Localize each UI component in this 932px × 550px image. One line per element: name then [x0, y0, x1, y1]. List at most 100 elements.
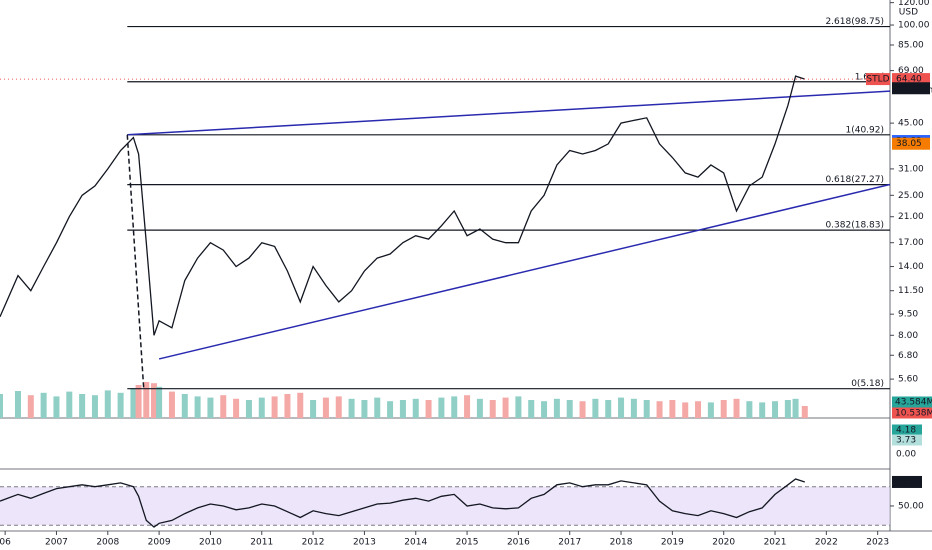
price-badge-label: 59.77 [896, 84, 922, 94]
fib-label: 2.618(98.75) [825, 17, 884, 27]
x-tick-label: 2013 [353, 538, 376, 548]
volume-bar [643, 400, 650, 418]
fib-label: 0(5.18) [851, 379, 884, 389]
volume-bar [476, 398, 483, 418]
y-tick-label: 45.00 [898, 119, 924, 129]
y-tick-label: 21.00 [898, 212, 924, 222]
volume-badge [892, 407, 932, 419]
volume-label: 10.538M [895, 409, 932, 419]
rsi-band [0, 486, 890, 526]
volume-bar [374, 397, 381, 418]
volume-bar [0, 394, 3, 418]
x-tick-label: 2016 [507, 538, 530, 548]
volume-bar [579, 401, 586, 418]
volume-bar [245, 400, 252, 418]
volume-bar [438, 397, 445, 418]
x-tick-label: 2023 [866, 538, 889, 548]
volume-bar [168, 391, 175, 418]
fib-label: 0.382(18.83) [825, 221, 884, 231]
volume-bar [220, 395, 227, 418]
volume-badge [892, 396, 932, 408]
volume-bar [656, 401, 663, 418]
price-badge-label: 38.05 [896, 139, 922, 149]
trend-line [126, 134, 145, 389]
y-tick-label: 6.80 [898, 351, 918, 361]
volume-bar [566, 400, 573, 418]
volume-bar [156, 386, 163, 418]
macd-badge [892, 424, 922, 436]
volume-bar [528, 400, 535, 418]
volume-bar [297, 392, 304, 418]
volume-bar [792, 398, 799, 418]
volume-bar [772, 401, 779, 418]
volume-bar [412, 398, 419, 418]
volume-bar [104, 390, 111, 418]
x-tick-label: 2008 [96, 538, 119, 548]
volume-bar [117, 392, 124, 418]
x-tick-label: 2022 [815, 538, 838, 548]
volume-bar [618, 397, 625, 418]
y-tick-label: 120.00 [898, 0, 930, 8]
macd-label: 0.00 [896, 450, 916, 460]
volume-bar [502, 397, 509, 418]
volume-bar [233, 398, 240, 418]
y-tick-label: 85.00 [898, 40, 924, 50]
volume-bar [489, 400, 496, 418]
currency: USD [899, 8, 918, 18]
volume-bar [695, 401, 702, 418]
y-tick-label: 100.00 [898, 21, 930, 31]
volume-bar [27, 395, 34, 418]
x-tick-label: 2014 [404, 538, 427, 548]
symbol-label: STLD [866, 75, 889, 85]
volume-bar [464, 395, 471, 418]
rsi-badge-label: 74.94 [896, 477, 922, 487]
volume-bar [40, 392, 47, 418]
fib-label: 1(40.92) [845, 125, 884, 135]
x-tick-label: 2018 [610, 538, 633, 548]
x-tick-label: 2019 [661, 538, 684, 548]
volume-bar [66, 391, 73, 418]
volume-bar [79, 394, 86, 418]
x-tick-label: 2010 [199, 538, 222, 548]
volume-bar [348, 398, 355, 418]
volume-bar [91, 395, 98, 418]
volume-bar [181, 394, 188, 418]
volume-bar [387, 401, 394, 418]
volume-bar [399, 400, 406, 418]
volume-bar [143, 382, 150, 418]
y-tick-label: 8.00 [898, 331, 918, 341]
y-tick-label: 31.00 [898, 164, 924, 174]
x-tick-label: 2009 [148, 538, 171, 548]
y-tick-label: 17.00 [898, 238, 924, 248]
x-tick-label: 2015 [456, 538, 479, 548]
y-tick-label: 5.60 [898, 375, 918, 385]
volume-bar [720, 400, 727, 418]
volume-bar [53, 396, 60, 418]
price-badge-label: 64.40 [896, 75, 922, 85]
fib-label: 0.618(27.27) [825, 175, 884, 185]
volume-bar [135, 385, 142, 418]
x-tick-label: 2011 [250, 538, 273, 548]
rsi-line [0, 478, 806, 528]
volume-bar [733, 398, 740, 418]
volume-bar [322, 397, 329, 418]
volume-bar [630, 398, 637, 418]
rsi-tick-label: 50.00 [898, 501, 924, 511]
macd-badge [892, 434, 922, 446]
rsi-badge [892, 475, 922, 488]
volume-bar [784, 400, 791, 418]
macd-label: 3.73 [896, 436, 916, 446]
macd-label: 4.18 [896, 426, 916, 436]
volume-bar [451, 396, 458, 418]
volume-bar [194, 396, 201, 418]
y-tick-label: 9.50 [898, 310, 918, 320]
volume-bar [515, 396, 522, 418]
volume-bar [14, 391, 21, 418]
volume-bar [541, 401, 548, 418]
volume-bar [150, 383, 157, 418]
volume-bar [669, 400, 676, 418]
volume-bar [605, 400, 612, 418]
volume-bar [271, 396, 278, 418]
